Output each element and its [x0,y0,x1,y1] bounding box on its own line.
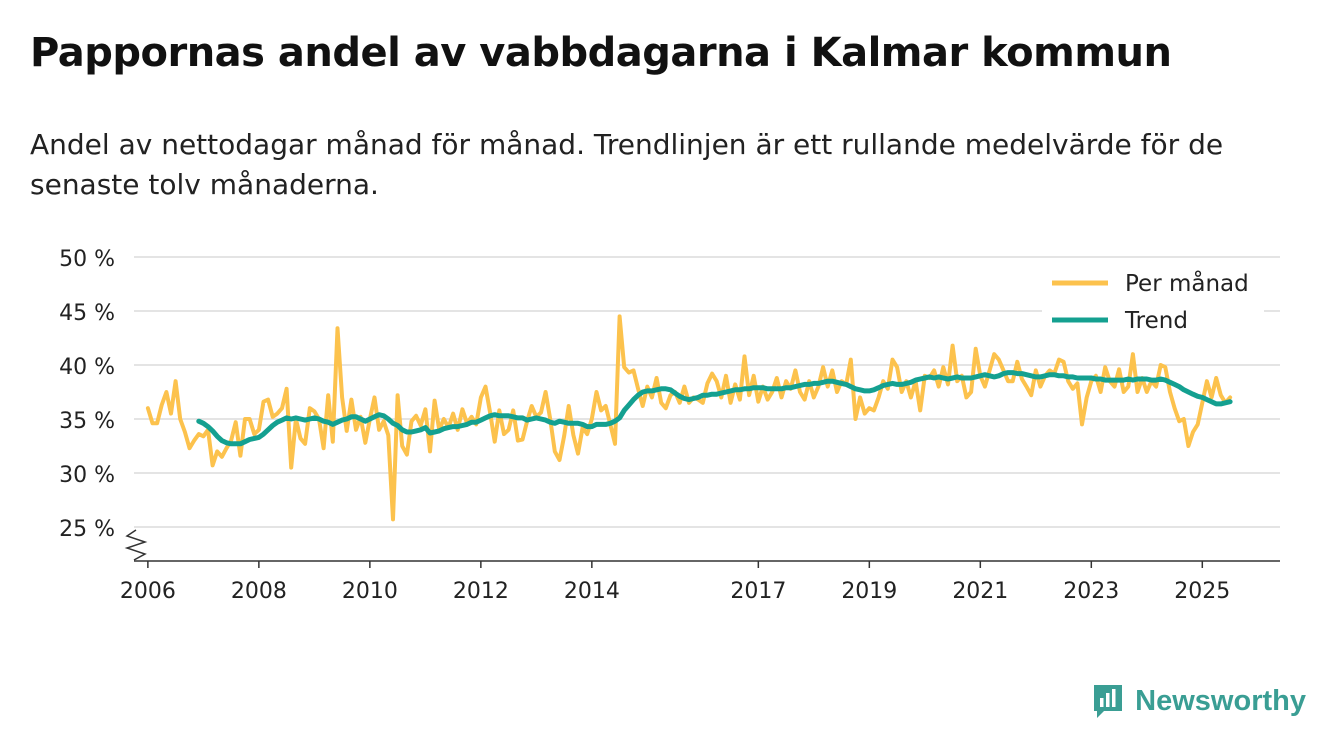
y-tick-label-40: 40 % [59,355,115,380]
x-tick-label-2014: 2014 [564,579,620,604]
y-axis-ticks: 25 % 30 % 35 % 40 % 45 % 50 % [59,247,115,542]
y-tick-label-45: 45 % [59,301,115,326]
y-tick-label-35: 35 % [59,409,115,434]
brand-logo: Newsworthy [1091,682,1306,720]
x-tick-label-2008: 2008 [231,579,287,604]
x-tick-label-2017: 2017 [730,579,786,604]
series-line-per-manad [145,314,1233,522]
x-axis-ticks: 2006 2008 2010 2012 2014 2017 2019 2021 2023 2025 [120,561,1230,604]
chart-subtitle: Andel av nettodagar månad för månad. Tre… [30,128,1224,201]
series [145,314,1233,522]
legend-background [1042,264,1264,344]
x-tick-label-2010: 2010 [342,579,398,604]
axis-break-icon [124,529,148,561]
x-tick-label-2019: 2019 [841,579,897,604]
legend-label-trend: Trend [1124,308,1188,334]
axes [124,529,1280,562]
newsworthy-logo-icon [1094,685,1123,718]
brand-name: Newsworthy [1135,684,1306,717]
chart-title: Pappornas andel av vabbdagarna i Kalmar … [30,30,1172,76]
y-tick-label-30: 30 % [59,463,115,488]
x-tick-label-2025: 2025 [1174,579,1230,604]
x-tick-label-2021: 2021 [952,579,1008,604]
legend: Per månad Trend [1042,264,1264,344]
series-line-trend [196,370,1233,447]
x-tick-label-2023: 2023 [1063,579,1119,604]
y-tick-label-50: 50 % [59,247,115,272]
legend-label-per-manad: Per månad [1125,269,1249,297]
x-tick-label-2012: 2012 [453,579,509,604]
x-tick-label-2006: 2006 [120,579,176,604]
y-tick-label-25: 25 % [59,517,115,542]
